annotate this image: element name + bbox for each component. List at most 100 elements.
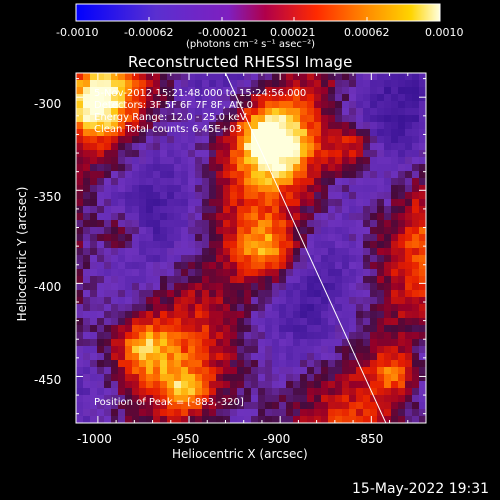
heatmap-cell xyxy=(153,262,161,270)
heatmap-cell xyxy=(230,164,238,172)
heatmap-cell xyxy=(293,178,301,186)
heatmap-cell xyxy=(370,185,378,193)
heatmap-cell xyxy=(314,192,322,200)
heatmap-cell xyxy=(384,339,392,347)
heatmap-cell xyxy=(146,178,154,186)
heatmap-cell xyxy=(391,206,399,214)
heatmap-cell xyxy=(181,73,189,81)
heatmap-cell xyxy=(412,283,420,291)
heatmap-cell xyxy=(335,255,343,263)
heatmap-cell xyxy=(76,206,84,214)
heatmap-cell xyxy=(300,318,308,326)
heatmap-cell xyxy=(139,94,147,102)
heatmap-cell xyxy=(181,381,189,389)
heatmap-cell xyxy=(356,213,364,221)
heatmap-cell xyxy=(195,227,203,235)
heatmap-cell xyxy=(405,409,413,417)
heatmap-cell xyxy=(384,150,392,158)
heatmap-cell xyxy=(160,80,168,88)
heatmap-cell xyxy=(398,206,406,214)
heatmap-cell xyxy=(195,192,203,200)
heatmap-cell xyxy=(398,283,406,291)
heatmap-cell xyxy=(314,395,322,403)
heatmap-cell xyxy=(230,332,238,340)
heatmap-cell xyxy=(307,101,315,109)
heatmap-cell xyxy=(146,409,154,417)
heatmap-cell xyxy=(419,150,426,158)
heatmap-cell xyxy=(398,409,406,417)
heatmap-cell xyxy=(111,325,119,333)
heatmap-cell xyxy=(265,129,273,137)
heatmap-cell xyxy=(202,115,210,123)
heatmap-cell xyxy=(174,353,182,361)
heatmap-cell xyxy=(104,178,112,186)
heatmap-cell xyxy=(335,185,343,193)
heatmap-cell xyxy=(398,339,406,347)
heatmap-cell xyxy=(412,269,420,277)
heatmap-cell xyxy=(405,346,413,354)
heatmap-cell xyxy=(160,213,168,221)
heatmap-cell xyxy=(146,402,154,410)
heatmap-cell xyxy=(349,325,357,333)
heatmap-cell xyxy=(265,353,273,361)
heatmap-cell xyxy=(111,241,119,249)
heatmap-cell xyxy=(419,220,426,228)
heatmap-cell xyxy=(83,353,91,361)
heatmap-cell xyxy=(195,199,203,207)
heatmap-cell xyxy=(419,262,426,270)
heatmap-cell xyxy=(321,213,329,221)
heatmap-cell xyxy=(125,150,133,158)
heatmap-cell xyxy=(174,255,182,263)
heatmap-cell xyxy=(370,276,378,284)
heatmap-cell xyxy=(181,150,189,158)
heatmap-cell xyxy=(244,269,252,277)
heatmap-cell xyxy=(377,325,385,333)
heatmap-cell xyxy=(118,171,126,179)
heatmap-cell xyxy=(293,318,301,326)
heatmap-cell xyxy=(314,248,322,256)
heatmap-cell xyxy=(258,339,266,347)
heatmap-cell xyxy=(300,409,308,417)
heatmap-cell xyxy=(76,129,84,137)
heatmap-cell xyxy=(174,192,182,200)
heatmap-cell xyxy=(174,297,182,305)
heatmap-cell xyxy=(370,395,378,403)
heatmap-cell xyxy=(335,360,343,368)
heatmap-cell xyxy=(90,353,98,361)
heatmap-cell xyxy=(405,234,413,242)
heatmap-cell xyxy=(139,381,147,389)
heatmap-cell xyxy=(202,339,210,347)
heatmap-cell xyxy=(356,87,364,95)
heatmap-cell xyxy=(83,150,91,158)
heatmap-cell xyxy=(153,178,161,186)
heatmap-cell xyxy=(181,269,189,277)
heatmap-cell xyxy=(335,150,343,158)
heatmap-cell xyxy=(370,171,378,179)
heatmap-cell xyxy=(286,171,294,179)
heatmap-cell xyxy=(181,262,189,270)
heatmap-cell xyxy=(244,290,252,298)
heatmap-cell xyxy=(265,255,273,263)
heatmap-cell xyxy=(293,367,301,375)
heatmap-cell xyxy=(349,381,357,389)
heatmap-cell xyxy=(83,171,91,179)
heatmap-cell xyxy=(237,367,245,375)
heatmap-cell xyxy=(97,157,105,165)
heatmap-cell xyxy=(230,346,238,354)
heatmap-cell xyxy=(83,178,91,186)
heatmap-cell xyxy=(181,297,189,305)
heatmap-cell xyxy=(265,332,273,340)
heatmap-cell xyxy=(125,248,133,256)
heatmap-cell xyxy=(132,416,140,423)
heatmap-cell xyxy=(377,388,385,396)
heatmap-cell xyxy=(321,227,329,235)
heatmap-cell xyxy=(286,185,294,193)
heatmap-cell xyxy=(377,339,385,347)
heatmap-cell xyxy=(300,346,308,354)
heatmap-cell xyxy=(335,332,343,340)
heatmap-cell xyxy=(398,388,406,396)
heatmap-cell xyxy=(328,206,336,214)
heatmap-cell xyxy=(202,353,210,361)
heatmap-cell xyxy=(202,73,210,81)
heatmap-cell xyxy=(181,388,189,396)
